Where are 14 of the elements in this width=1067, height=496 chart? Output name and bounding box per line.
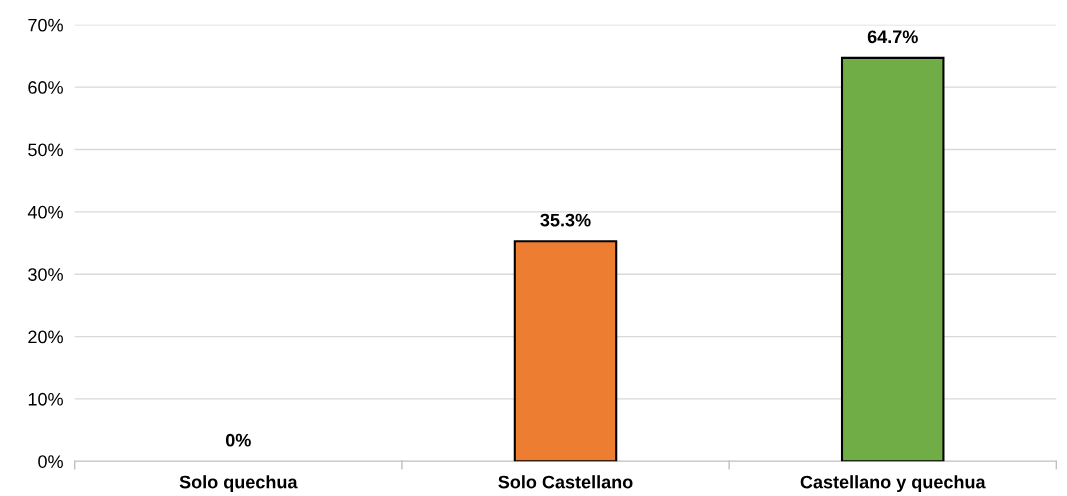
x-tick-label: Solo quechua <box>179 475 298 492</box>
y-tick-label: 10% <box>28 392 63 406</box>
data-label: 35.3% <box>540 213 591 227</box>
y-tick-label: 30% <box>28 268 63 281</box>
x-tick-label: Solo Castellano <box>498 475 633 489</box>
y-tick-label: 20% <box>28 330 63 344</box>
y-tick-label: 70% <box>28 18 63 32</box>
data-label: 64.7% <box>867 30 918 44</box>
x-tick-label: Castellano y quechua <box>800 475 986 492</box>
y-tick-label: 50% <box>28 143 63 157</box>
y-tick-label: 60% <box>28 81 63 94</box>
y-tick-label: 40% <box>27 205 63 219</box>
y-tick-label: 0% <box>38 455 63 468</box>
data-label: 0% <box>225 433 251 447</box>
